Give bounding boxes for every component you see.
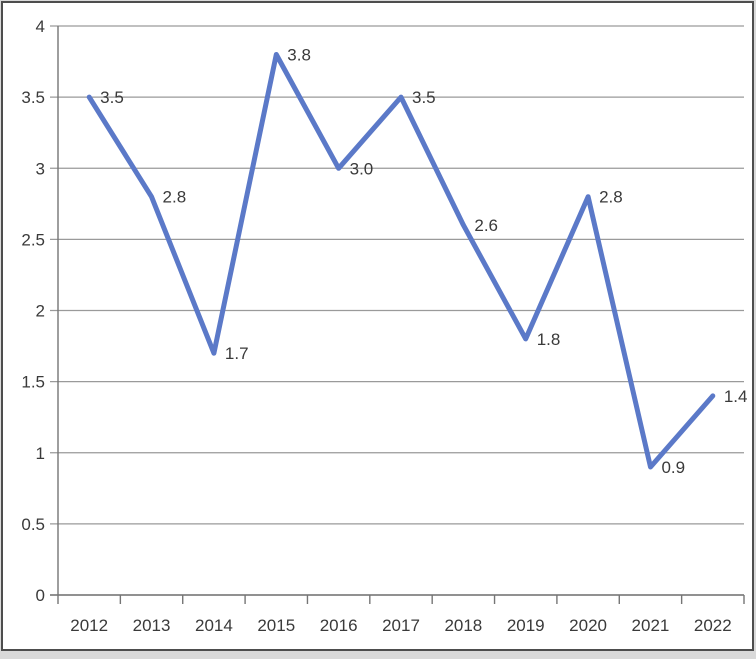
axes xyxy=(50,26,744,596)
y-tick-label: 0 xyxy=(36,586,45,605)
y-tick-label: 3.5 xyxy=(21,88,45,107)
data-label: 2.8 xyxy=(163,188,187,207)
x-tick-label: 2014 xyxy=(195,616,233,635)
data-label: 0.9 xyxy=(661,458,685,477)
x-tick-label: 2019 xyxy=(507,616,545,635)
data-label: 2.6 xyxy=(474,216,498,235)
x-tick-label: 2017 xyxy=(382,616,420,635)
x-tick-label: 2016 xyxy=(320,616,358,635)
data-label: 3.0 xyxy=(350,159,374,178)
y-tick-label: 1 xyxy=(36,444,45,463)
y-tick-label: 2.5 xyxy=(21,230,45,249)
x-tick-label: 2015 xyxy=(257,616,295,635)
y-tick-label: 4 xyxy=(36,17,45,36)
gridlines xyxy=(50,25,744,596)
x-tick-label: 2012 xyxy=(70,616,108,635)
x-axis-ticks xyxy=(57,595,745,604)
y-tick-label: 2 xyxy=(36,302,45,321)
data-label: 3.5 xyxy=(412,88,436,107)
x-tick-label: 2022 xyxy=(694,616,732,635)
data-label: 3.5 xyxy=(100,88,124,107)
y-axis-labels: 0 0.5 1 1.5 2 2.5 3 3.5 4 xyxy=(21,17,45,605)
x-tick-label: 2018 xyxy=(444,616,482,635)
data-label: 3.8 xyxy=(287,45,311,64)
y-tick-label: 3 xyxy=(36,159,45,178)
data-series-line xyxy=(86,52,716,470)
data-label: 2.8 xyxy=(599,188,623,207)
x-tick-label: 2021 xyxy=(632,616,670,635)
data-label: 1.8 xyxy=(537,330,561,349)
x-axis-labels: 2012 2013 2014 2015 2016 2017 2018 2019 2020 2021… xyxy=(70,616,731,635)
y-tick-label: 1.5 xyxy=(21,373,45,392)
data-label: 1.4 xyxy=(724,387,748,406)
x-tick-label: 2013 xyxy=(133,616,171,635)
y-tick-label: 0.5 xyxy=(21,515,45,534)
x-tick-label: 2020 xyxy=(569,616,607,635)
data-labels: 3.5 2.8 1.7 3.8 3.0 3.5 2.6 1.8 2.8 0.9 1.4 xyxy=(100,45,747,477)
data-label: 1.7 xyxy=(225,344,249,363)
